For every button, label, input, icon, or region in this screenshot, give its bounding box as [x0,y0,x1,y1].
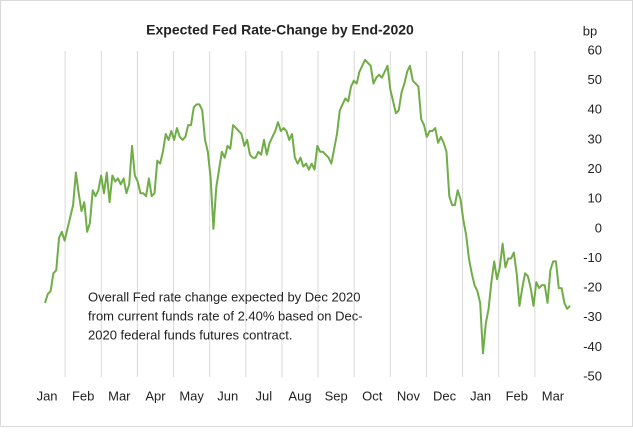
y-unit: bp [583,23,597,38]
x-tick-label: Jul [256,388,273,403]
y-tick-label: 40 [588,102,602,117]
x-tick-label: Nov [397,388,421,403]
x-tick-label: Feb [72,388,94,403]
y-tick-label: -30 [583,309,602,324]
x-tick-label: Sep [325,388,348,403]
y-tick-label: 0 [595,220,602,235]
annotation: from current funds rate of 2.40% based o… [88,308,363,323]
x-tick-label: Jun [217,388,238,403]
y-tick-label: 60 [588,42,602,57]
x-tick-label: Mar [542,388,565,403]
x-tick-label: Jan [470,388,491,403]
data-line [44,58,571,355]
x-tick-label: Aug [288,388,311,403]
y-tick-label: 30 [588,131,602,146]
y-tick-label: -20 [583,280,602,295]
x-tick-label: Feb [506,388,528,403]
x-tick-label: Oct [362,388,383,403]
y-tick-label: 10 [588,191,602,206]
y-tick-label: -50 [583,368,602,383]
y-tick-label: 20 [588,161,602,176]
annotation: 2020 federal funds futures contract. [88,327,293,342]
x-tick-label: Dec [433,388,457,403]
x-tick-label: Apr [145,388,166,403]
y-tick-label: 50 [588,72,602,87]
chart-title: Expected Fed Rate-Change by End-2020 [146,22,414,38]
annotation: Overall Fed rate change expected by Dec … [88,289,360,304]
x-tick-label: Jan [37,388,58,403]
y-tick-label: -10 [583,250,602,265]
x-tick-label: Mar [108,388,131,403]
y-tick-label: -40 [583,339,602,354]
x-tick-label: May [179,388,204,403]
